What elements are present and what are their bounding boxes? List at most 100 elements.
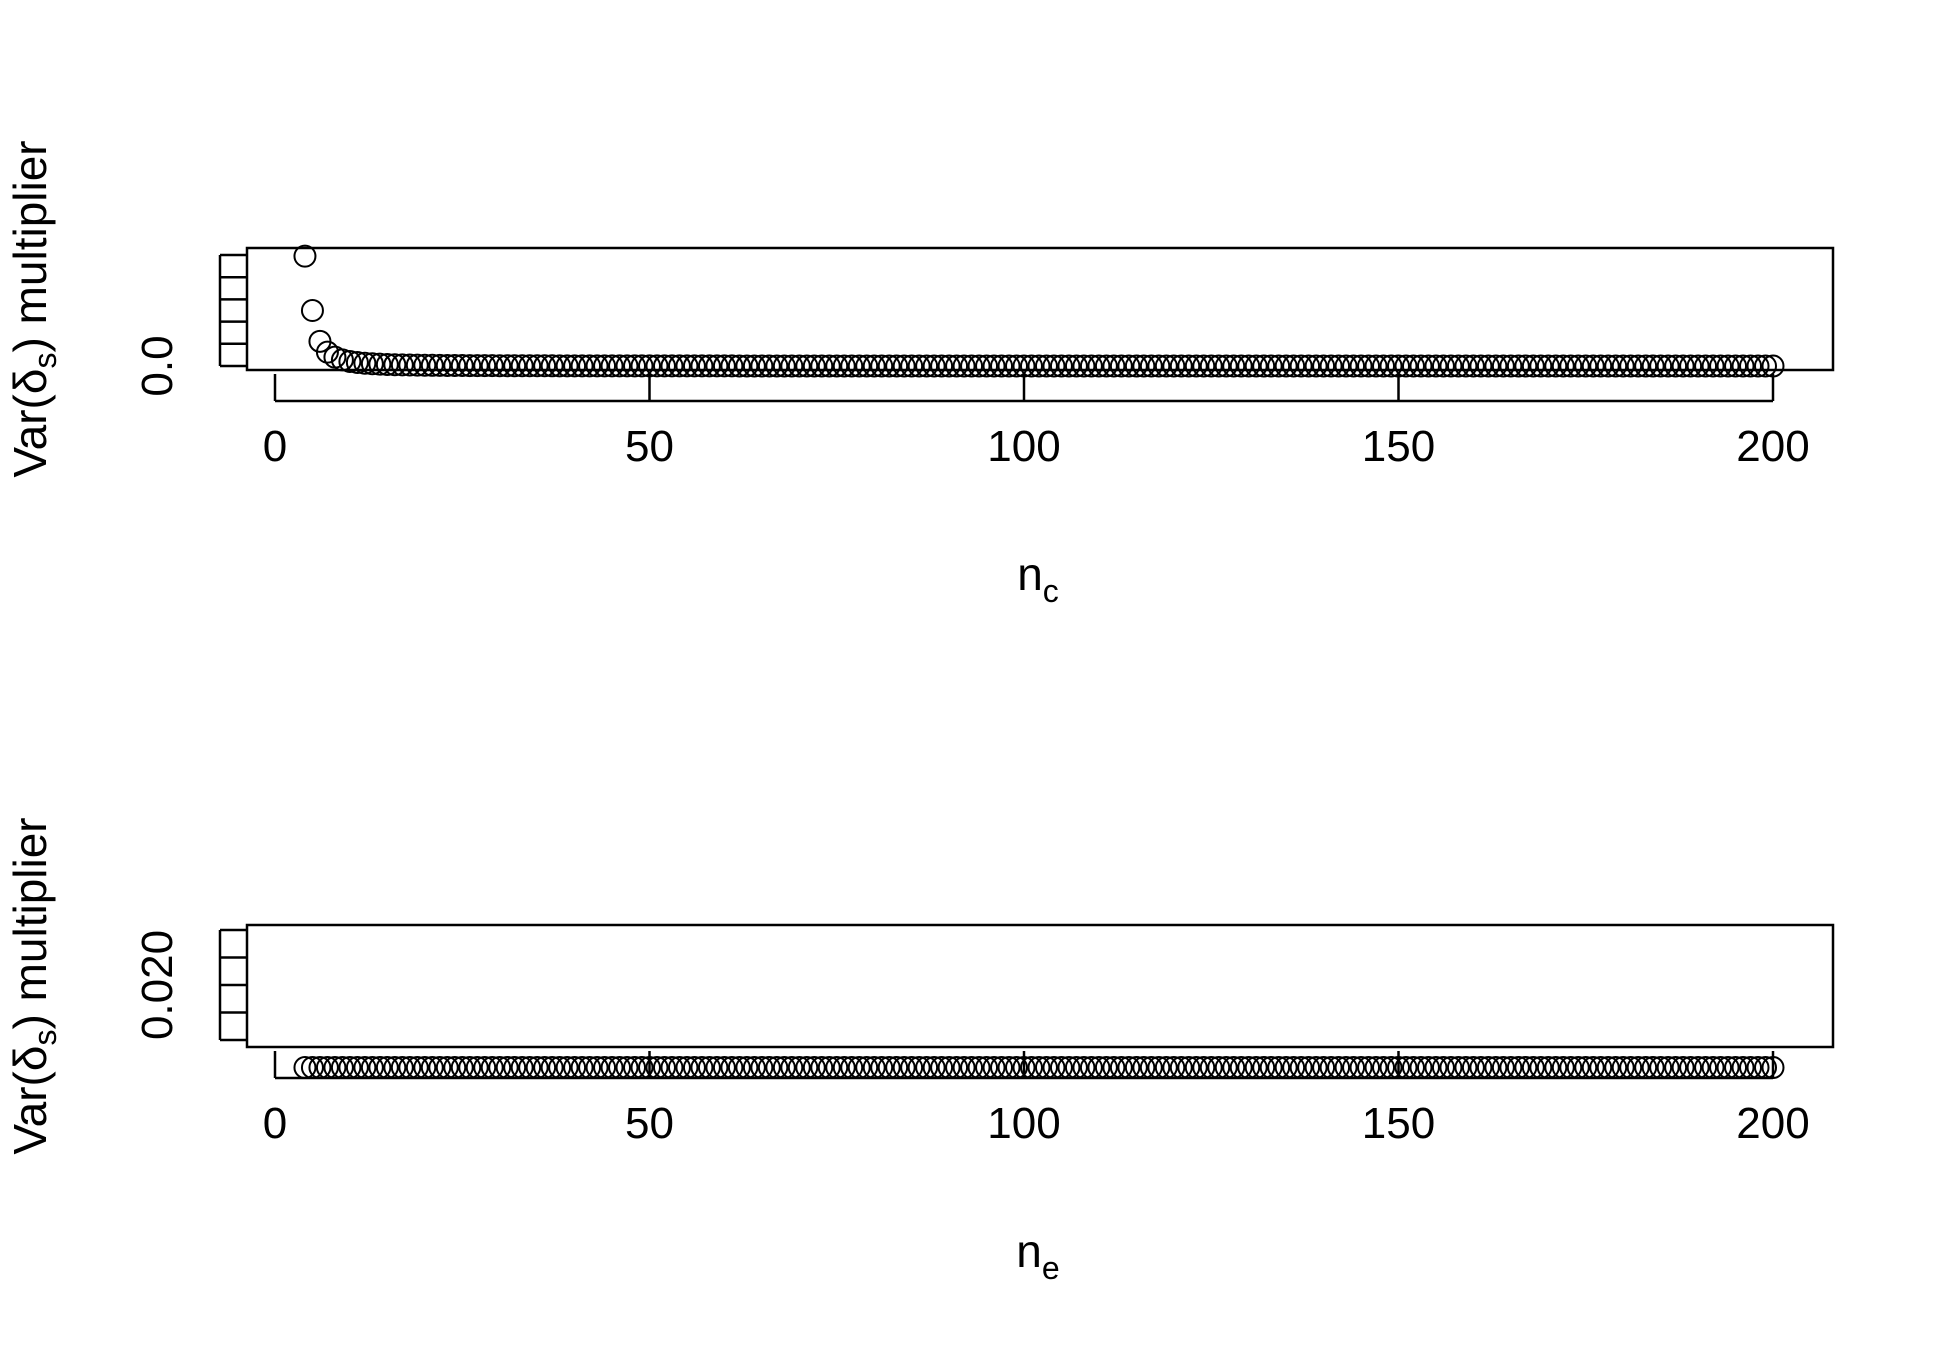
data-point [1267, 354, 1291, 378]
data-point [1446, 354, 1470, 378]
data-point [1124, 354, 1148, 378]
data-point [420, 353, 444, 377]
data-point [1387, 1056, 1410, 1079]
data-point [922, 354, 946, 378]
data-point [1716, 354, 1740, 378]
data-point [510, 1056, 534, 1079]
data-point [1671, 354, 1695, 378]
data-point [1304, 1056, 1328, 1079]
data-point [1064, 354, 1088, 378]
data-point [727, 1056, 751, 1079]
data-point [405, 353, 429, 377]
data-point [1566, 1056, 1590, 1079]
data-point [1102, 1056, 1126, 1079]
data-point [1124, 1056, 1148, 1079]
data-point [1199, 1056, 1223, 1079]
data-point [937, 1056, 961, 1079]
data-point [1357, 354, 1381, 378]
data-point [1357, 1056, 1381, 1079]
data-point [802, 1056, 826, 1079]
data-point [495, 354, 519, 378]
data-point [345, 1056, 369, 1079]
data-point [1027, 354, 1051, 378]
data-point [1716, 1056, 1740, 1079]
data-point [1049, 354, 1073, 378]
data-point [1754, 1056, 1778, 1079]
data-point [1244, 354, 1268, 378]
data-point [1536, 1056, 1560, 1079]
data-point [1184, 1056, 1208, 1079]
data-point [1544, 354, 1568, 378]
data-point [705, 1056, 729, 1079]
data-point [1297, 1056, 1321, 1079]
data-point [892, 354, 916, 378]
data-point [1207, 354, 1231, 378]
data-point [1005, 354, 1029, 378]
data-point [413, 353, 437, 377]
data-point [1641, 1056, 1665, 1079]
x-tick-label: 0 [263, 422, 287, 471]
data-point [630, 1056, 654, 1079]
data-point [1012, 354, 1036, 378]
data-point [555, 1056, 579, 1079]
data-point [533, 354, 557, 378]
data-point [952, 1056, 976, 1079]
data-point [1656, 1056, 1680, 1079]
data-point [675, 1056, 699, 1079]
data-point [855, 354, 879, 378]
data-point [952, 354, 976, 378]
data-point [1297, 354, 1321, 378]
data-point [810, 1056, 834, 1079]
data-point [1132, 354, 1156, 378]
data-point [1057, 1056, 1081, 1079]
data-point [323, 1056, 347, 1079]
data-point [1064, 1056, 1088, 1079]
data-point [697, 1056, 721, 1079]
data-point [667, 1056, 691, 1079]
data-point [727, 354, 751, 378]
data-point [465, 1056, 489, 1079]
data-point [473, 354, 497, 378]
data-point [1634, 354, 1658, 378]
data-point [1424, 354, 1448, 378]
data-point [1484, 1056, 1508, 1079]
data-point [1169, 1056, 1193, 1079]
data-point [1619, 354, 1643, 378]
data-point [772, 354, 796, 378]
data-point [480, 354, 504, 378]
data-point [383, 353, 407, 377]
data-point [353, 351, 377, 375]
data-point [1454, 1056, 1478, 1079]
x-tick-label: 0 [263, 1099, 287, 1148]
data-point [1514, 354, 1538, 378]
data-point [862, 1056, 886, 1079]
data-point [1034, 1056, 1058, 1079]
data-point [1709, 1056, 1733, 1079]
data-point [1611, 354, 1635, 378]
data-point [900, 354, 924, 378]
data-point [712, 354, 736, 378]
data-point [675, 354, 699, 378]
data-point [690, 354, 714, 378]
data-point [922, 1056, 946, 1079]
data-point [660, 354, 684, 378]
data-point [1566, 354, 1590, 378]
data-point [1761, 1056, 1785, 1079]
y-axis-2: 0.020 [133, 928, 246, 1042]
data-point [1102, 354, 1126, 378]
data-point [862, 354, 886, 378]
data-point [1162, 354, 1186, 378]
data-point [1514, 1056, 1538, 1079]
data-point [1057, 354, 1081, 378]
data-point [1634, 1056, 1658, 1079]
data-point [360, 352, 384, 376]
x-tick-label: 100 [987, 1099, 1060, 1148]
data-point [1724, 354, 1748, 378]
data-point [817, 354, 841, 378]
data-point [608, 354, 632, 378]
data-point [458, 354, 482, 378]
data-point [548, 1056, 572, 1079]
data-point [1709, 354, 1733, 378]
data-point [1072, 354, 1096, 378]
